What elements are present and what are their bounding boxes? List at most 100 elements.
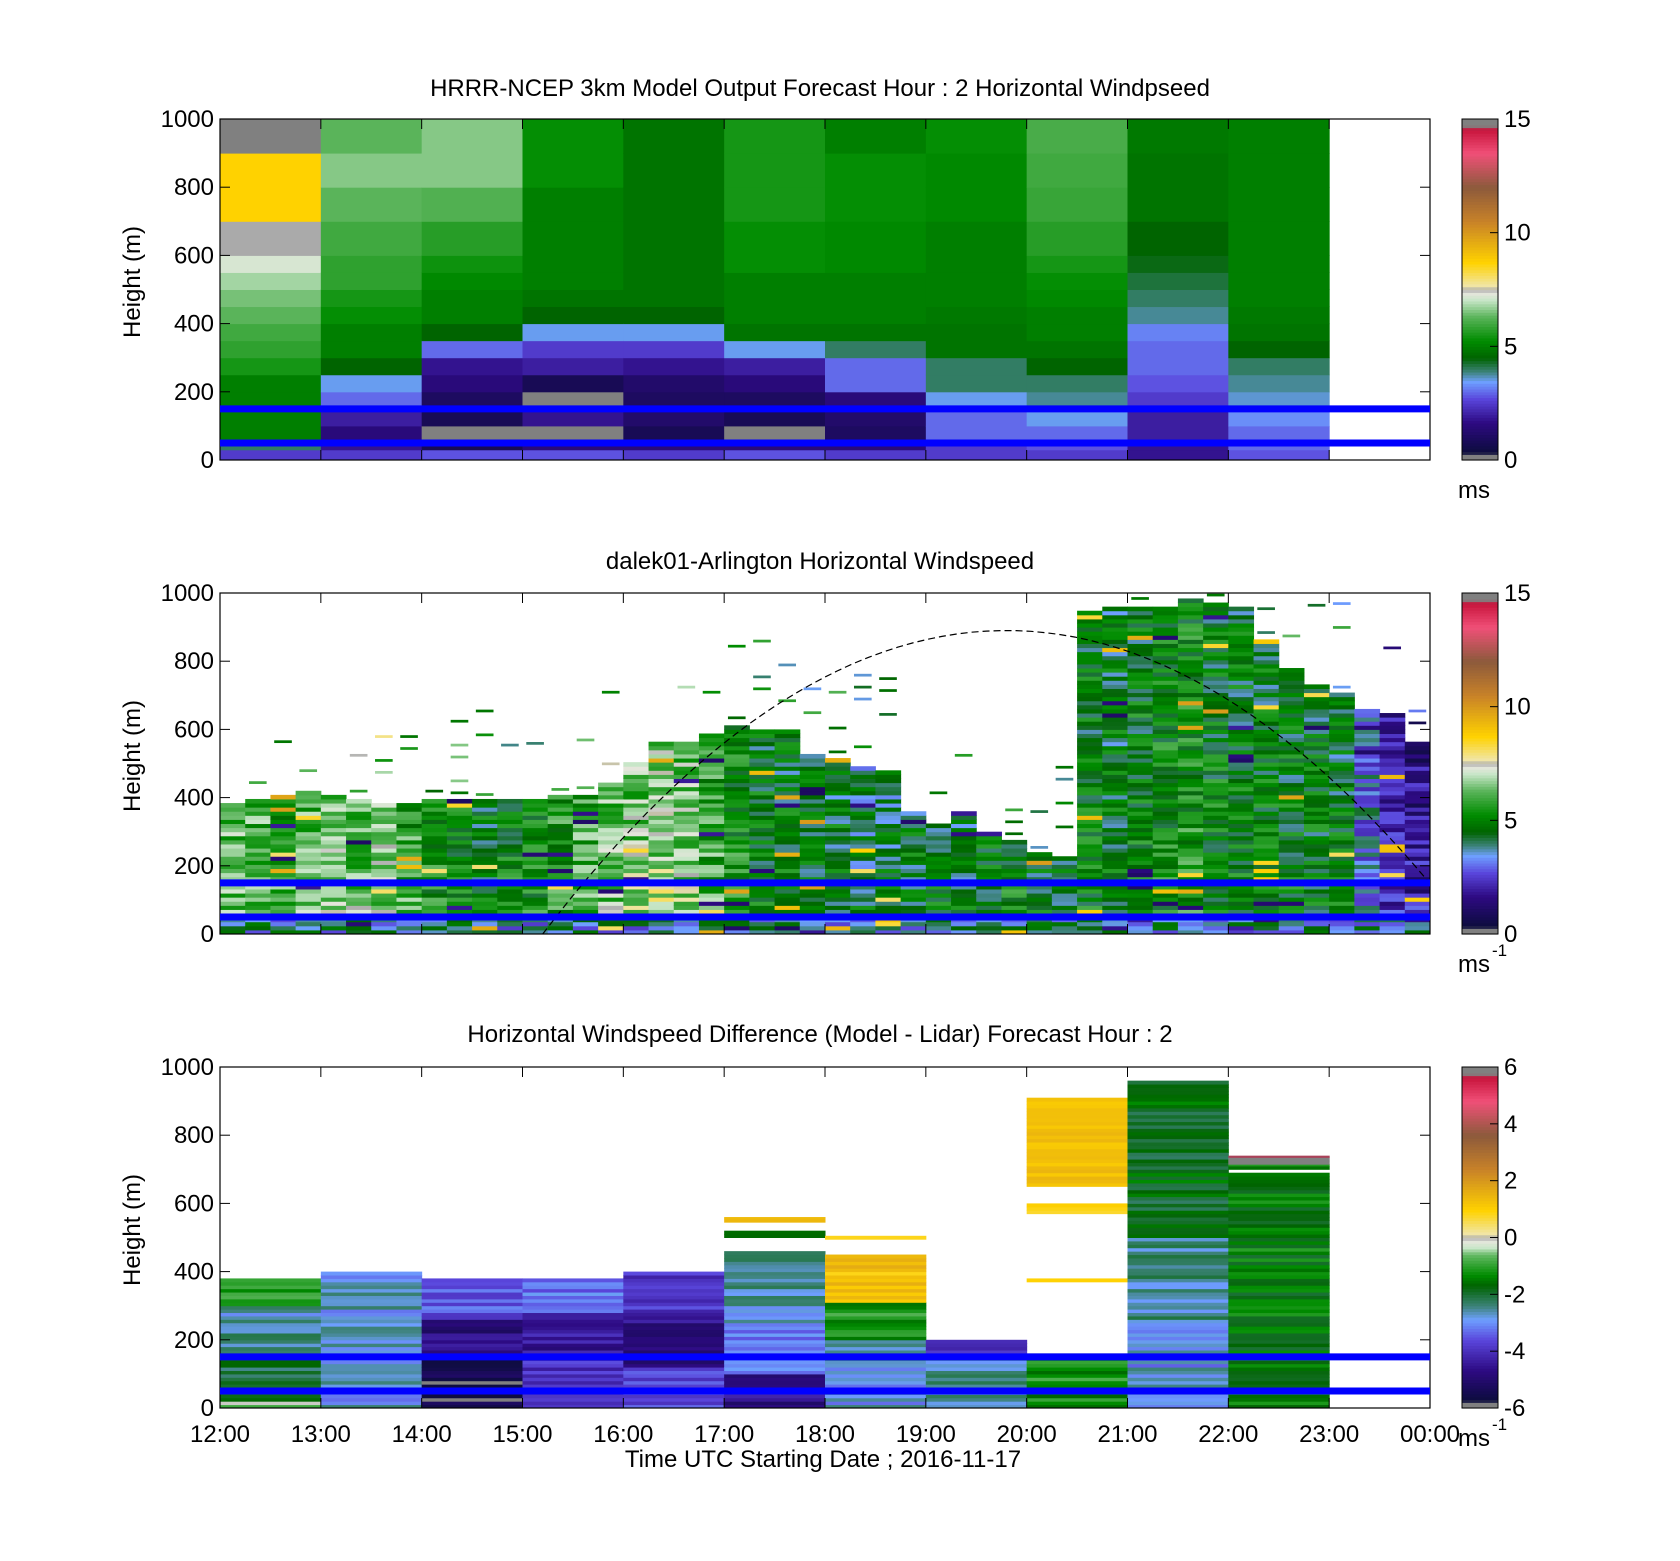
heatmap-cell: [421, 807, 448, 812]
heatmap-cell: [925, 272, 1028, 290]
heatmap-cell: [472, 831, 498, 837]
heatmap-cell: [1077, 925, 1103, 931]
heatmap-cell: [497, 831, 523, 837]
heatmap-cell: [1077, 929, 1103, 935]
colorbar-segment: [1462, 417, 1498, 421]
heatmap-cell: [1354, 741, 1381, 747]
heatmap-cell: [1354, 909, 1381, 915]
heatmap-cell: [396, 893, 423, 898]
heatmap-cell: [1228, 688, 1255, 694]
heatmap-cell: [875, 876, 902, 882]
colorbar-segment: [1462, 1351, 1498, 1355]
colorbar-segment: [1462, 315, 1498, 319]
heatmap-cell: [1303, 782, 1330, 788]
heatmap-cell: [1026, 1155, 1128, 1160]
heatmap-cell: [522, 1292, 624, 1296]
heatmap-cell: [1077, 631, 1103, 636]
heatmap-cell: [1152, 860, 1179, 865]
heatmap-cell: [1026, 1138, 1128, 1143]
heatmap-cell: [698, 839, 725, 845]
heatmap-cell: [1077, 921, 1103, 927]
heatmap-cell: [673, 843, 700, 849]
heatmap-cell: [900, 856, 927, 861]
heatmap-cell: [825, 1235, 927, 1240]
heatmap-cell: [828, 750, 847, 754]
heatmap-cell: [522, 357, 624, 376]
heatmap-cell: [446, 798, 473, 804]
heatmap-cell: [1303, 733, 1330, 739]
heatmap-cell: [1177, 893, 1204, 898]
heatmap-cell: [295, 848, 322, 853]
heatmap-cell: [421, 798, 448, 804]
colorbar-segment: [1462, 238, 1498, 242]
heatmap-cell: [220, 921, 246, 927]
panel-model-heatmap: [220, 119, 1330, 461]
heatmap-cell: [1329, 823, 1355, 829]
heatmap-cell: [1127, 790, 1154, 796]
heatmap-cell: [1051, 897, 1078, 902]
heatmap-cell: [799, 925, 826, 931]
heatmap-cell: [753, 639, 771, 643]
heatmap-cell: [421, 819, 448, 825]
heatmap-cell: [623, 408, 725, 427]
colorbar-segment: [1462, 826, 1498, 830]
heatmap-cell: [1077, 860, 1103, 865]
heatmap-cell: [1203, 778, 1229, 784]
heatmap-cell: [1203, 868, 1229, 874]
heatmap-cell: [925, 905, 952, 910]
heatmap-cell: [1051, 864, 1078, 870]
heatmap-cell: [1354, 860, 1381, 865]
heatmap-cell: [346, 831, 372, 837]
heatmap-cell: [1307, 603, 1326, 607]
heatmap-cell: [421, 1312, 523, 1317]
colorbar-segment: [1462, 172, 1498, 177]
heatmap-cell: [1228, 1339, 1330, 1344]
heatmap-cell: [673, 749, 700, 755]
heatmap-cell: [1152, 827, 1179, 833]
heatmap-cell: [799, 766, 826, 771]
heatmap-cell: [1102, 794, 1128, 800]
heatmap-cell: [825, 790, 851, 796]
heatmap-cell: [774, 758, 801, 763]
heatmap-cell: [446, 897, 473, 902]
colorbar-segment: [1462, 1169, 1498, 1173]
heatmap-cell: [799, 786, 826, 792]
heatmap-cell: [1127, 623, 1154, 628]
heatmap-cell: [1354, 790, 1381, 796]
heatmap-cell: [925, 289, 1028, 308]
heatmap-cell: [396, 835, 423, 841]
heatmap-cell: [1253, 696, 1280, 702]
heatmap-cell: [295, 897, 322, 902]
heatmap-cell: [346, 803, 372, 808]
heatmap-cell: [698, 835, 725, 841]
heatmap-cell: [1228, 1315, 1330, 1320]
colorbar-segment: [1462, 209, 1498, 214]
heatmap-cell: [522, 872, 549, 878]
heatmap-cell: [1329, 831, 1355, 837]
heatmap-cell: [1127, 737, 1154, 743]
colorbar-segment: [1462, 224, 1498, 228]
heatmap-cell: [1102, 729, 1128, 734]
heatmap-cell: [421, 839, 448, 845]
heatmap-cell: [799, 790, 826, 796]
y-tick-label: 400: [174, 785, 214, 812]
heatmap-cell: [497, 868, 523, 874]
heatmap-cell: [1102, 627, 1128, 632]
heatmap-cell: [724, 1315, 826, 1320]
colorbar-segment: [1462, 919, 1498, 924]
heatmap-cell: [320, 449, 423, 461]
heatmap-cell: [245, 819, 271, 825]
heatmap-cell: [245, 835, 271, 841]
heatmap-cell: [1329, 815, 1355, 820]
heatmap-cell: [925, 1367, 1028, 1371]
heatmap-cell: [825, 1343, 927, 1348]
colorbar-segment: [1462, 1368, 1498, 1372]
heatmap-cell: [1152, 655, 1179, 661]
heatmap-cell: [1102, 753, 1128, 759]
heatmap-cell: [673, 909, 700, 915]
heatmap-cell: [1228, 1247, 1330, 1252]
heatmap-cell: [875, 848, 902, 853]
heatmap-cell: [1203, 884, 1229, 890]
heatmap-cell: [1228, 306, 1330, 325]
heatmap-cell: [1127, 668, 1154, 673]
